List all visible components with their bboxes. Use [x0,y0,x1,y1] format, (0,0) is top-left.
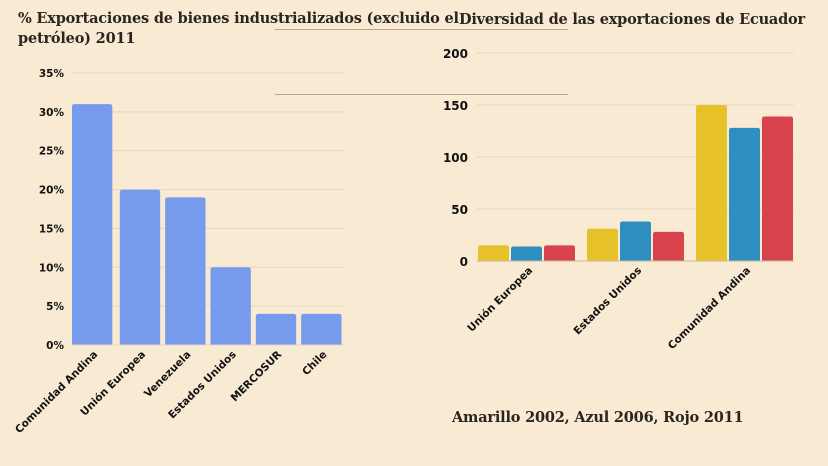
y-tick-label: 100 [443,151,468,165]
x-category-label: Estados Unidos [571,265,644,338]
bar [301,313,342,345]
y-tick-label: 150 [443,99,468,113]
y-tick-label: 10% [39,262,65,274]
divider-line-top [275,29,568,30]
bar-2006 [729,127,760,261]
bar-2011 [653,231,684,261]
left-chart-title: % Exportaciones de bienes industrializad… [18,10,459,47]
y-tick-label: 0 [460,255,468,269]
left-bar-chart: 0%5%10%15%20%25%30%35%Comunidad AndinaUn… [13,68,344,436]
x-category-label: Chile [300,349,329,378]
right-chart-title: Diversidad de las exportaciones de Ecuad… [459,11,805,28]
bar [72,104,113,345]
bar-2006 [511,246,542,261]
bar-2011 [544,245,575,261]
divider-line-middle [275,94,568,95]
bar [119,189,161,345]
y-tick-label: 50 [451,203,468,217]
bar [165,197,206,345]
y-tick-label: 20% [39,185,65,197]
bar-2002 [478,245,509,261]
y-tick-label: 30% [39,107,65,119]
bar-2006 [620,221,651,261]
legend-note: Amarillo 2002, Azul 2006, Rojo 2011 [452,409,744,426]
bar-2002 [587,228,618,261]
y-tick-label: 200 [443,47,468,61]
x-category-label: Comunidad Andina [666,265,753,352]
x-category-label: Unión Europea [465,265,535,335]
bar [210,267,251,345]
y-tick-label: 5% [46,301,64,313]
bar [255,313,297,345]
y-tick-label: 0% [46,340,64,352]
bar-2002 [696,105,727,261]
bar-2011 [762,116,793,261]
x-category-label: Comunidad Andina [13,349,100,436]
y-tick-label: 35% [39,68,65,80]
y-tick-label: 15% [39,223,65,235]
y-tick-label: 25% [39,146,65,158]
right-grouped-bar-chart: 0 50 100 150 200 Unión Europea Estados Unidos C… [443,47,794,352]
